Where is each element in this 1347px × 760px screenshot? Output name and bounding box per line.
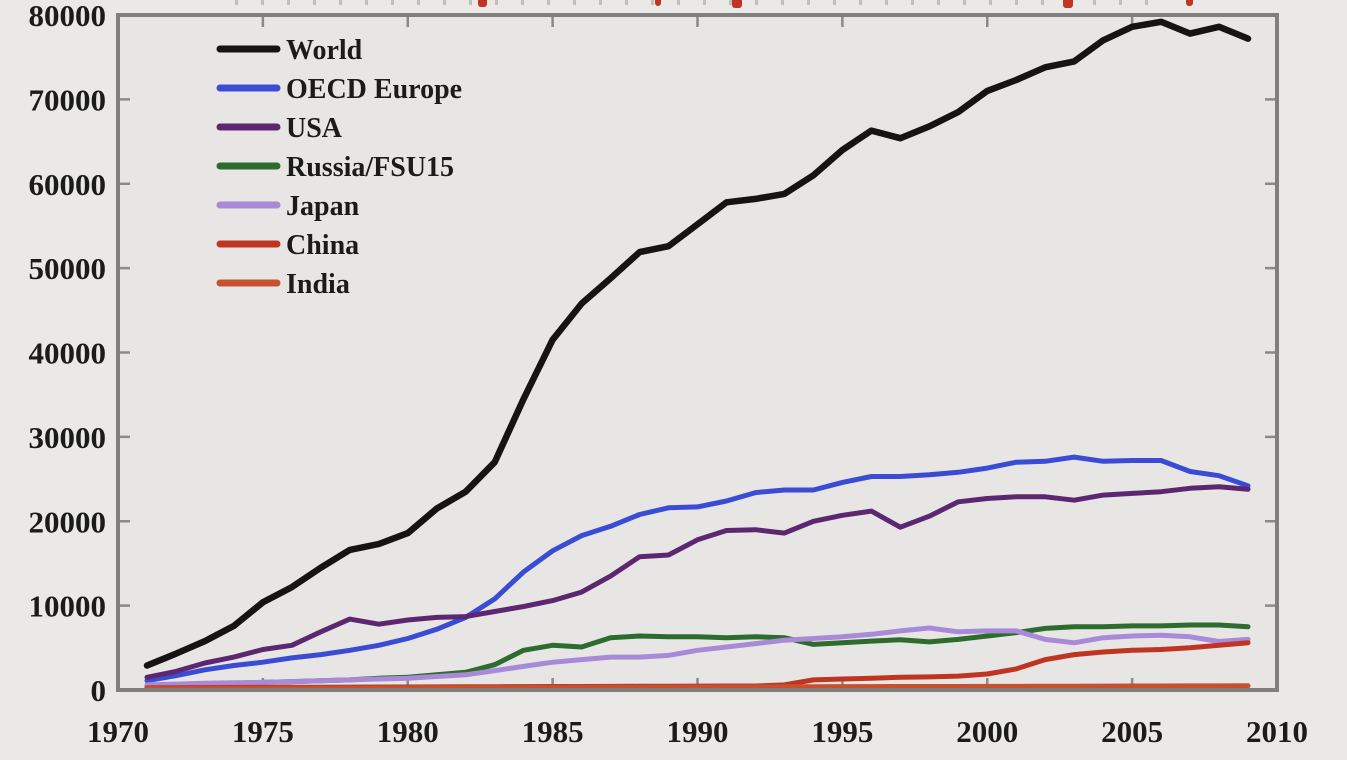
legend-label-japan: Japan bbox=[286, 191, 360, 222]
x-tick-label-2000: 2000 bbox=[956, 714, 1018, 749]
legend-label-oecd-europe: OECD Europe bbox=[286, 74, 462, 105]
x-tick-label-1970: 1970 bbox=[87, 714, 149, 749]
series-line-japan bbox=[144, 625, 1251, 688]
cropped-title-fragment bbox=[655, 0, 661, 6]
cropped-title-fragment bbox=[1186, 0, 1193, 6]
y-tick-label-0: 0 bbox=[91, 673, 107, 708]
legend-label-russia-fsu15: Russia/FSU15 bbox=[286, 152, 454, 183]
cropped-title-fragments bbox=[235, 0, 1193, 8]
cropped-title-fragment bbox=[732, 0, 742, 8]
series-line-oecd-europe bbox=[144, 454, 1251, 684]
x-tick-label-1985: 1985 bbox=[522, 714, 584, 749]
x-tick-label-1980: 1980 bbox=[377, 714, 439, 749]
plot-border bbox=[116, 13, 1279, 692]
cropped-title-fragment bbox=[478, 0, 487, 7]
legend-label-india: India bbox=[286, 269, 350, 300]
y-tick-label-50000: 50000 bbox=[29, 251, 107, 286]
series-line-world bbox=[143, 18, 1252, 669]
y-tick-label-40000: 40000 bbox=[29, 336, 107, 371]
legend-label-usa: USA bbox=[286, 113, 343, 144]
y-tick-label-80000: 80000 bbox=[29, 0, 107, 33]
x-tick-label-1995: 1995 bbox=[811, 714, 873, 749]
x-tick-label-2005: 2005 bbox=[1101, 714, 1163, 749]
y-tick-label-60000: 60000 bbox=[29, 167, 107, 202]
legend-label-world: World bbox=[286, 35, 363, 66]
y-tick-label-20000: 20000 bbox=[29, 504, 107, 539]
x-tick-label-1975: 1975 bbox=[232, 714, 294, 749]
x-tick-label-1990: 1990 bbox=[667, 714, 729, 749]
series-line-usa bbox=[144, 484, 1251, 680]
y-tick-label-70000: 70000 bbox=[29, 82, 107, 117]
x-tick-label-2010: 2010 bbox=[1246, 714, 1308, 749]
legend-label-china: China bbox=[286, 230, 359, 261]
y-tick-label-10000: 10000 bbox=[29, 589, 107, 624]
cropped-title-fragment bbox=[1063, 0, 1073, 8]
y-tick-label-30000: 30000 bbox=[29, 420, 107, 455]
